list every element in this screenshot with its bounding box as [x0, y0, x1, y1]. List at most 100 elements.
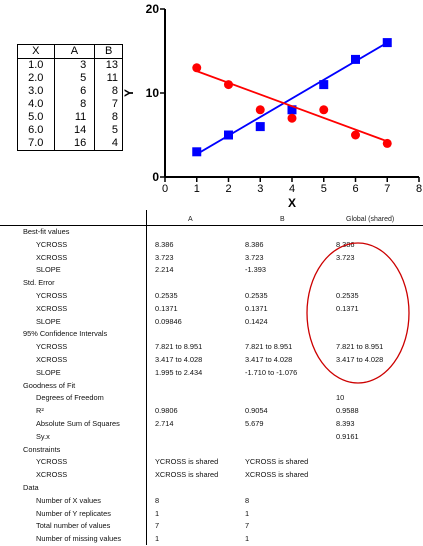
results-value-a: 0.2535	[155, 290, 178, 300]
x-tick-label: 0	[162, 183, 168, 195]
results-value-global: 0.9161	[336, 431, 359, 441]
cell-x: 5.0	[17, 111, 55, 124]
cell-a: 6	[54, 85, 96, 98]
series-1-point	[255, 105, 265, 115]
results-row-label: Total number of values	[36, 521, 111, 531]
cell-x: 6.0	[17, 124, 55, 137]
x-tick-label: 4	[289, 183, 295, 195]
results-row: YCROSS YCROSS is shared YCROSS is shared	[0, 456, 423, 469]
results-value-global: 8.386	[336, 239, 355, 249]
results-row-label: Goodness of Fit	[23, 380, 76, 390]
results-row: 95% Confidence Intervals	[0, 328, 423, 341]
results-value-b: 1	[245, 508, 250, 518]
results-value-b: 0.9054	[245, 406, 268, 416]
y-tick-label: 20	[146, 2, 160, 16]
results-row: Number of X values 8 8	[0, 495, 423, 508]
results-value-b: 0.1371	[245, 303, 268, 313]
cell-a: 16	[54, 137, 96, 151]
data-table-row: 6.0 14 5	[17, 124, 123, 137]
series-0-point	[351, 54, 360, 64]
results-row-label: Std. Error	[23, 278, 55, 288]
results-header: A B Global (shared)	[0, 210, 423, 226]
results-value-a: 3.417 to 4.028	[155, 354, 203, 364]
results-row: XCROSS 3.417 to 4.028 3.417 to 4.028 3.417 …	[0, 354, 423, 367]
cell-a: 8	[54, 98, 96, 111]
cell-b: 4	[111, 137, 118, 149]
x-tick-label: 8	[416, 183, 422, 195]
results-row-label: YCROSS	[36, 457, 68, 467]
results-value-a: 0.9806	[155, 406, 178, 416]
results-value-global: 0.1371	[336, 303, 359, 313]
cell-b: 7	[111, 98, 118, 110]
results-value-a: 0.09846	[155, 316, 182, 326]
cell-a: 14	[54, 124, 96, 137]
results-value-b: 1	[245, 534, 250, 544]
results-row: XCROSS 3.723 3.723 3.723	[0, 252, 423, 265]
series-1-point	[192, 63, 202, 73]
results-header-b: B	[280, 216, 285, 223]
results-row: SLOPE 2.214 -1.393	[0, 264, 423, 277]
x-tick-label: 3	[257, 183, 263, 195]
results-value-b: XCROSS is shared	[245, 470, 309, 480]
results-row: YCROSS 7.821 to 8.951 7.821 to 8.951 7.821 …	[0, 341, 423, 354]
series-1-point	[382, 138, 392, 148]
results-value-global: 3.723	[336, 252, 355, 262]
series-0-point	[192, 147, 202, 157]
series-0-point	[382, 38, 392, 48]
results-header-a: A	[188, 216, 193, 223]
results-row: Absolute Sum of Squares 2.714 5.679 8.393	[0, 418, 423, 431]
results-row: Std. Error	[0, 277, 423, 290]
results-value-global: 3.417 to 4.028	[336, 354, 384, 364]
cell-b: 8	[111, 111, 118, 123]
results-row-label: Data	[23, 482, 39, 492]
results-header-divider	[0, 225, 423, 226]
results-value-b: -1.393	[245, 265, 266, 275]
x-tick-label: 7	[384, 183, 390, 195]
results-row: Sy.x 0.9161	[0, 431, 423, 444]
cell-x: 2.0	[17, 72, 55, 85]
cell-x: 7.0	[17, 137, 55, 151]
results-value-b: -1.710 to -1.076	[245, 367, 298, 377]
cell-b: 8	[111, 85, 118, 97]
results-row-label: Sy.x	[36, 431, 50, 441]
cell-a: 5	[54, 72, 96, 85]
results-value-b: 5.679	[245, 418, 264, 428]
cell-b: 13	[105, 59, 118, 71]
x-tick-label: 1	[194, 183, 200, 195]
cell-x: 3.0	[17, 85, 55, 98]
data-table-row: 2.0 5 11	[17, 72, 123, 85]
results-row-label: SLOPE	[36, 367, 61, 377]
results-row-label: Constraints	[23, 444, 61, 454]
results-row-label: Best-fit values	[23, 227, 70, 236]
results-table: Best-fit values YCROSS 8.386 8.386 8.386 XCRO…	[0, 226, 423, 546]
results-row-label: 95% Confidence Intervals	[23, 329, 108, 339]
scatter-chart: 0 1 2 3 4 5 6 7 8 0 10 20 X Y	[122, 2, 422, 210]
data-table: X A B 1.0 3 13 2.0 5 11 3.0 6 8 4.0 8 7 5.0 11 8 6.0 14 5…	[17, 44, 123, 151]
results-value-a: 1.995 to 2.434	[155, 367, 203, 377]
cell-x: 1.0	[17, 58, 55, 72]
results-value-a: 2.714	[155, 418, 174, 428]
results-row: Number of Y replicates 1 1	[0, 508, 423, 521]
data-table-row: 3.0 6 8	[17, 85, 123, 98]
x-tick-label: 5	[321, 183, 327, 195]
results-value-a: 8.386	[155, 239, 174, 249]
results-value-a: YCROSS is shared	[155, 457, 219, 467]
results-value-global: 0.9588	[336, 406, 359, 416]
results-value-global: 0.2535	[336, 290, 359, 300]
results-row-label: YCROSS	[36, 342, 68, 352]
results-row-label: Degrees of Freedom	[36, 393, 104, 403]
results-value-b: 8	[245, 495, 250, 505]
results-row-label: XCROSS	[36, 303, 68, 313]
cell-a: 11	[54, 111, 96, 124]
cell-b: 11	[106, 72, 118, 84]
results-row: R² 0.9806 0.9054 0.9588	[0, 405, 423, 418]
results-row: Goodness of Fit	[0, 380, 423, 393]
results-row: Constraints	[0, 444, 423, 457]
results-value-a: 3.723	[155, 252, 174, 262]
results-row-label: XCROSS	[36, 470, 68, 480]
results-value-b: YCROSS is shared	[245, 457, 309, 467]
y-tick-label: 0	[152, 170, 159, 184]
results-row: XCROSS XCROSS is shared XCROSS is shared	[0, 469, 423, 482]
header-x: X	[17, 44, 55, 59]
results-row-label: SLOPE	[36, 316, 61, 326]
